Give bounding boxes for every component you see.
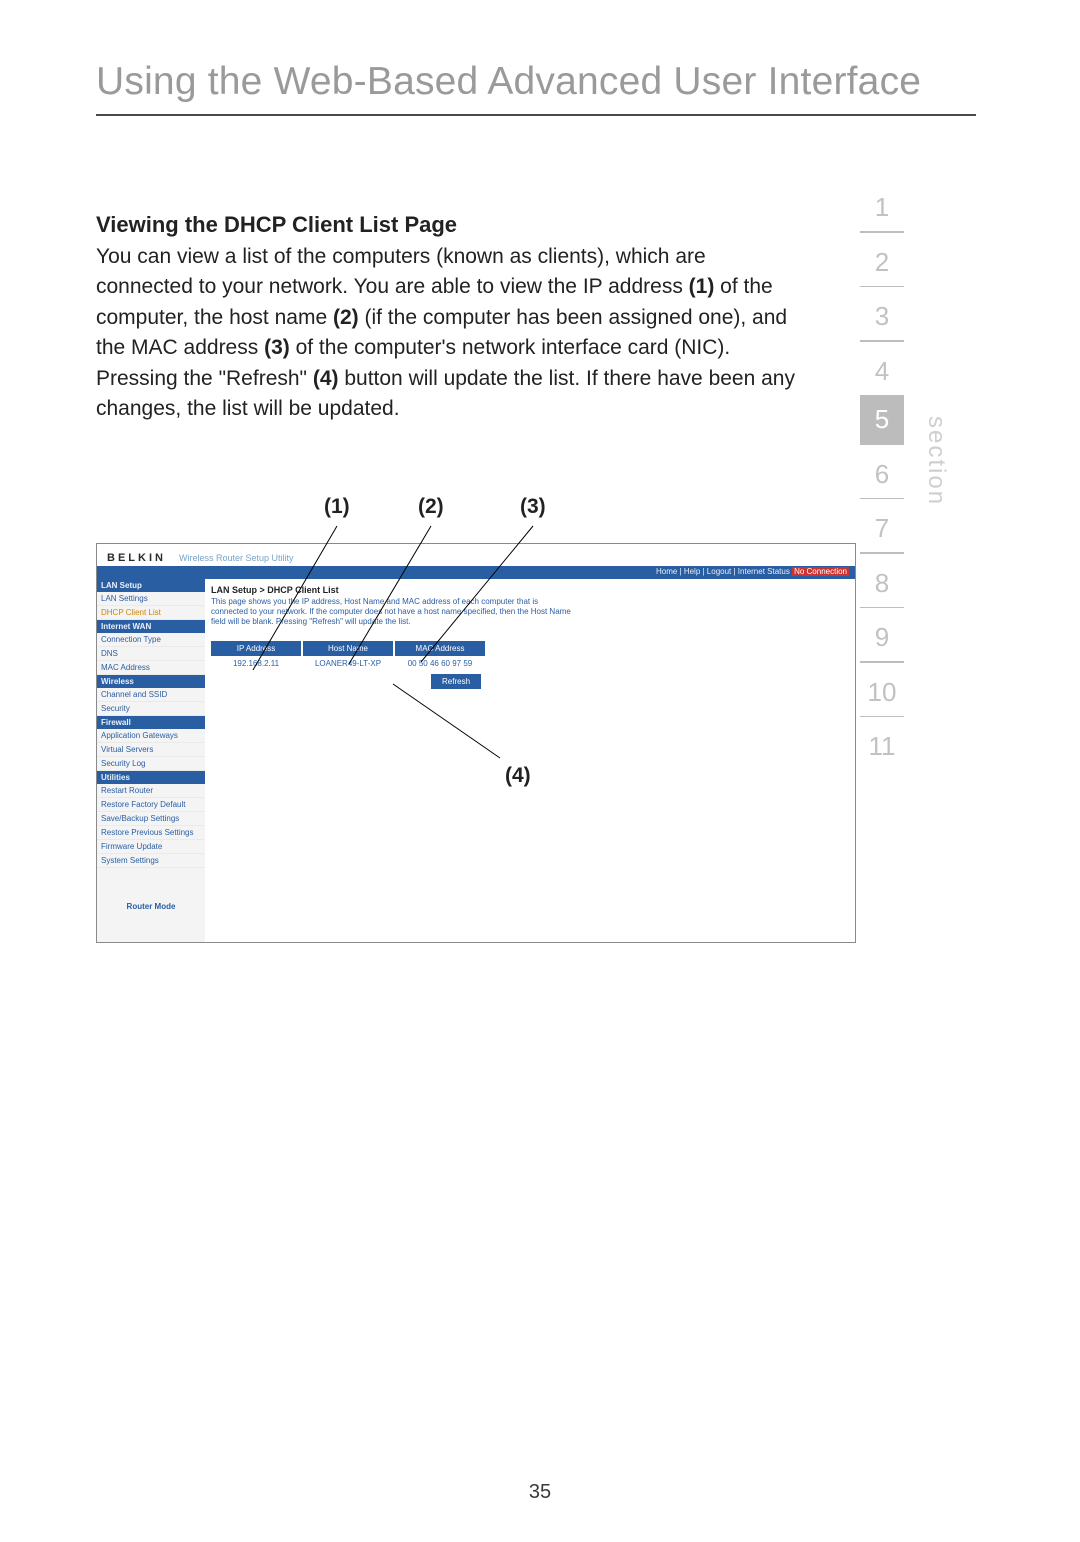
col-host: Host Name <box>303 641 395 656</box>
screenshot-breadcrumb: LAN Setup > DHCP Client List <box>211 585 849 595</box>
section-nav-8[interactable]: 8 <box>860 554 904 607</box>
callout-row: (1) (2) (3) <box>96 495 856 529</box>
cell-mac: 00 50 46 60 97 59 <box>395 656 487 671</box>
page-title: Using the Web-Based Advanced User Interf… <box>96 60 1024 104</box>
screenshot-topbar: Home | Help | Logout | Internet Status N… <box>97 566 855 579</box>
sidebar-item[interactable]: Firmware Update <box>97 840 205 854</box>
screenshot-brand: BELKIN <box>107 552 166 564</box>
screenshot-description: This page shows you the IP address, Host… <box>211 597 571 627</box>
section-nav-7[interactable]: 7 <box>860 499 904 552</box>
manual-page: Using the Web-Based Advanced User Interf… <box>0 0 1080 1542</box>
sidebar-category: Internet WAN <box>97 620 205 633</box>
sidebar-item[interactable]: Channel and SSID <box>97 688 205 702</box>
sidebar-item[interactable]: Restore Previous Settings <box>97 826 205 840</box>
section-nav-1[interactable]: 1 <box>860 178 904 231</box>
cell-host: LOANER49-LT-XP <box>303 656 395 671</box>
callout-1: (1) <box>324 495 350 519</box>
sidebar-item[interactable]: Save/Backup Settings <box>97 812 205 826</box>
subheading: Viewing the DHCP Client List Page <box>96 212 796 238</box>
callout-4: (4) <box>505 764 531 788</box>
callout-3: (3) <box>520 495 546 519</box>
content-block: Viewing the DHCP Client List Page You ca… <box>96 212 796 943</box>
page-number: 35 <box>0 1481 1080 1504</box>
section-nav-4[interactable]: 4 <box>860 342 904 395</box>
sidebar-item[interactable]: DHCP Client List <box>97 606 205 620</box>
refresh-button[interactable]: Refresh <box>431 674 481 689</box>
section-nav-5[interactable]: 5 <box>860 396 904 443</box>
sidebar-item[interactable]: Restore Factory Default <box>97 798 205 812</box>
sidebar-category: LAN Setup <box>97 579 205 592</box>
section-nav-11[interactable]: 11 <box>860 717 904 770</box>
callout-2: (2) <box>418 495 444 519</box>
section-nav-2[interactable]: 2 <box>860 233 904 286</box>
screenshot-main: LAN Setup > DHCP Client List This page s… <box>205 579 855 942</box>
router-screenshot: BELKIN Wireless Router Setup Utility Hom… <box>96 543 856 943</box>
screenshot-topbar-links: Home | Help | Logout | Internet Status N… <box>656 567 849 576</box>
table-header-row: IP Address Host Name MAC Address <box>211 641 849 656</box>
sidebar-item[interactable]: LAN Settings <box>97 592 205 606</box>
screenshot-brand-sub: Wireless Router Setup Utility <box>179 553 294 563</box>
screenshot-sidebar: LAN SetupLAN SettingsDHCP Client ListInt… <box>97 579 205 942</box>
section-vertical-label: section <box>922 416 950 506</box>
section-nav: 1234567891011 <box>860 178 904 770</box>
section-nav-10[interactable]: 10 <box>860 663 904 716</box>
title-rule <box>96 114 976 116</box>
sidebar-item[interactable]: MAC Address <box>97 661 205 675</box>
sidebar-router-mode: Router Mode <box>97 902 205 911</box>
sidebar-item[interactable]: System Settings <box>97 854 205 868</box>
section-nav-3[interactable]: 3 <box>860 287 904 340</box>
table-row: 192.168.2.11 LOANER49-LT-XP 00 50 46 60 … <box>211 656 849 671</box>
sidebar-category: Utilities <box>97 771 205 784</box>
col-mac: MAC Address <box>395 641 487 656</box>
sidebar-category: Wireless <box>97 675 205 688</box>
sidebar-item[interactable]: Security <box>97 702 205 716</box>
sidebar-item[interactable]: Virtual Servers <box>97 743 205 757</box>
section-nav-9[interactable]: 9 <box>860 608 904 661</box>
sidebar-category: Firewall <box>97 716 205 729</box>
sidebar-item[interactable]: Restart Router <box>97 784 205 798</box>
section-nav-6[interactable]: 6 <box>860 445 904 498</box>
screenshot-table: IP Address Host Name MAC Address 192.168… <box>211 641 849 671</box>
sidebar-item[interactable]: Connection Type <box>97 633 205 647</box>
body-paragraph: You can view a list of the computers (kn… <box>96 242 796 425</box>
sidebar-item[interactable]: DNS <box>97 647 205 661</box>
sidebar-item[interactable]: Application Gateways <box>97 729 205 743</box>
col-ip: IP Address <box>211 641 303 656</box>
cell-ip: 192.168.2.11 <box>211 656 303 671</box>
sidebar-item[interactable]: Security Log <box>97 757 205 771</box>
